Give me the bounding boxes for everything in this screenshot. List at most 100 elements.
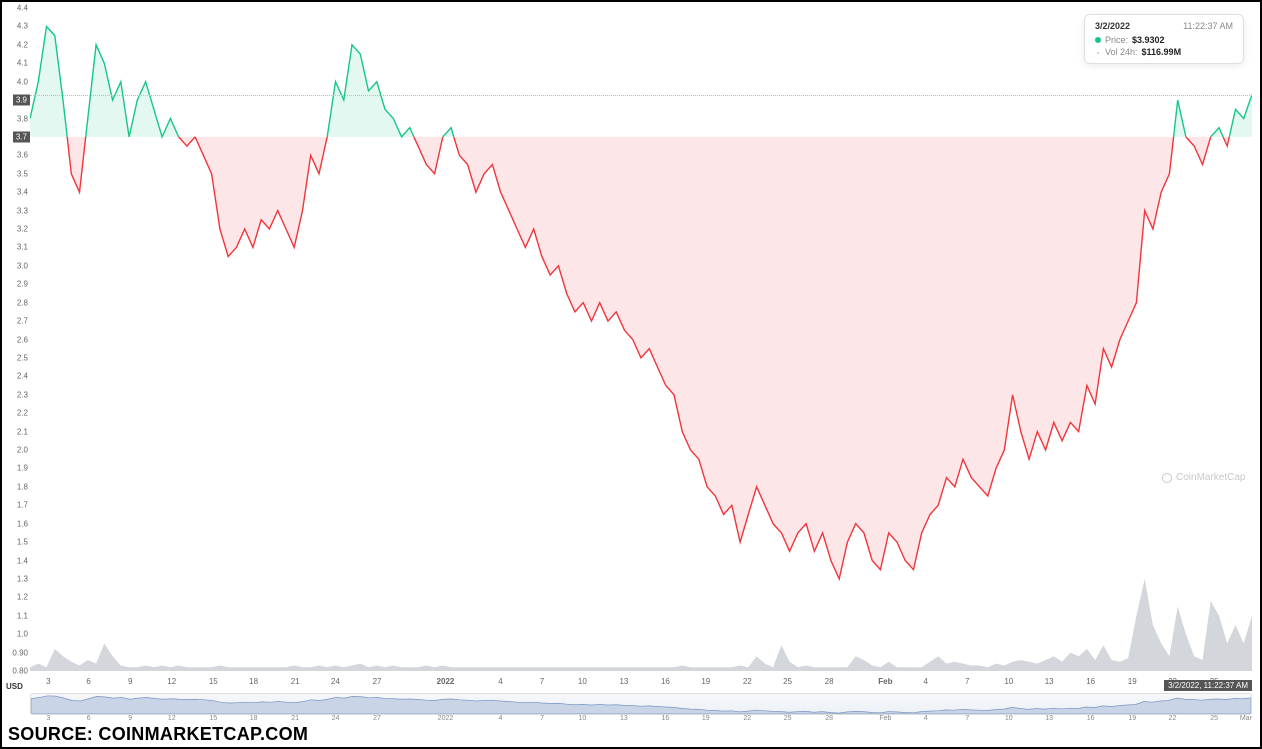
y-tick: 3.6 [17,151,28,160]
nav-tick: 28 [825,715,833,722]
y-tick: 4.3 [17,22,28,31]
x-tick: 27 [373,677,382,686]
y-tick: 2.5 [17,353,28,362]
x-tick: 12 [167,677,176,686]
x-tick: 13 [619,677,628,686]
tooltip-price-label: Price: [1105,35,1128,45]
y-axis-badge: 3.7 [13,131,30,142]
y-tick: 2.2 [17,409,28,418]
x-tick: 3 [46,677,50,686]
y-tick: 1.4 [17,556,28,565]
nav-tick: 13 [620,715,628,722]
x-tick: 2022 [437,677,455,686]
y-tick: 3.8 [17,114,28,123]
nav-tick: 27 [373,715,381,722]
nav-tick: 22 [1169,715,1177,722]
x-tick: 10 [1004,677,1013,686]
y-tick: 4.0 [17,77,28,86]
volume-icon: ◔ [1095,49,1101,55]
nav-tick: Feb [879,715,891,722]
nav-tick: 13 [1045,715,1053,722]
y-tick: 2.9 [17,280,28,289]
y-tick: 2.4 [17,372,28,381]
x-tick: 16 [1086,677,1095,686]
nav-tick: 10 [578,715,586,722]
nav-tick: 10 [1005,715,1013,722]
x-tick: 4 [923,677,927,686]
y-tick: 2.6 [17,335,28,344]
y-axis-badge: 3.9 [13,95,30,106]
x-tick: 22 [743,677,752,686]
tooltip-volume-value: $116.99M [1142,47,1182,57]
y-tick: 3.0 [17,261,28,270]
x-tick: 7 [540,677,544,686]
range-navigator[interactable] [30,693,1252,715]
y-tick: 2.0 [17,446,28,455]
nav-tick: 16 [1087,715,1095,722]
y-tick: 0.80 [12,667,28,676]
nav-tick: 9 [128,715,132,722]
nav-tick: 7 [965,715,969,722]
y-tick: 3.4 [17,188,28,197]
tooltip-price-value: $3.9302 [1132,35,1165,45]
chart-plot-area[interactable] [30,8,1252,671]
y-tick: 4.1 [17,59,28,68]
y-tick: 3.1 [17,243,28,252]
x-tick: 7 [965,677,969,686]
x-tick: 10 [578,677,587,686]
y-tick: 1.3 [17,574,28,583]
timestamp-badge: 3/2/2022, 11:22:37 AM [1164,680,1252,691]
x-tick: 24 [331,677,340,686]
currency-label: USD [6,682,23,691]
x-tick: 18 [249,677,258,686]
x-tick: Feb [878,677,892,686]
y-tick: 1.9 [17,464,28,473]
y-tick: 2.1 [17,427,28,436]
nav-tick: Mar [1240,715,1252,722]
nav-tick: 4 [499,715,503,722]
x-tick: 28 [825,677,834,686]
nav-tick: 2022 [438,715,454,722]
y-tick: 3.5 [17,169,28,178]
nav-tick: 25 [1210,715,1218,722]
source-attribution: SOURCE: COINMARKETCAP.COM [8,724,308,745]
y-tick: 1.2 [17,593,28,602]
nav-tick: 24 [332,715,340,722]
x-axis: 36912151821242720224710131619222528Feb47… [30,675,1252,691]
nav-tick: 19 [1128,715,1136,722]
y-tick: 4.4 [17,4,28,13]
x-tick: 13 [1045,677,1054,686]
tooltip-date: 3/2/2022 [1095,21,1130,31]
watermark: CoinMarketCap [1162,472,1245,483]
tooltip-dot-icon [1095,37,1101,43]
nav-tick: 22 [743,715,751,722]
x-tick: 6 [86,677,90,686]
y-tick: 4.2 [17,40,28,49]
x-tick: 21 [291,677,300,686]
y-tick: 1.6 [17,519,28,528]
x-tick: 19 [1128,677,1137,686]
y-axis: 4.44.34.24.14.03.93.83.73.63.53.43.33.23… [4,8,30,671]
nav-tick: 15 [209,715,217,722]
y-tick: 2.3 [17,390,28,399]
y-tick: 2.7 [17,317,28,326]
y-tick: 2.8 [17,298,28,307]
y-tick: 1.5 [17,538,28,547]
y-tick: 1.0 [17,630,28,639]
x-tick: 25 [783,677,792,686]
nav-tick: 7 [540,715,544,722]
x-tick: 9 [128,677,132,686]
y-tick: 1.8 [17,482,28,491]
y-tick: 1.7 [17,501,28,510]
x-tick: 16 [661,677,670,686]
nav-tick: 4 [924,715,928,722]
tooltip-volume-label: Vol 24h: [1105,47,1138,57]
tooltip-time: 11:22:37 AM [1183,21,1233,31]
nav-tick: 16 [662,715,670,722]
current-price-line [30,95,1252,96]
watermark-text: CoinMarketCap [1176,472,1245,483]
watermark-icon [1162,473,1172,483]
nav-tick: 3 [46,715,50,722]
y-tick: 0.90 [12,648,28,657]
chart-container: 4.44.34.24.14.03.93.83.73.63.53.43.33.23… [0,0,1262,749]
